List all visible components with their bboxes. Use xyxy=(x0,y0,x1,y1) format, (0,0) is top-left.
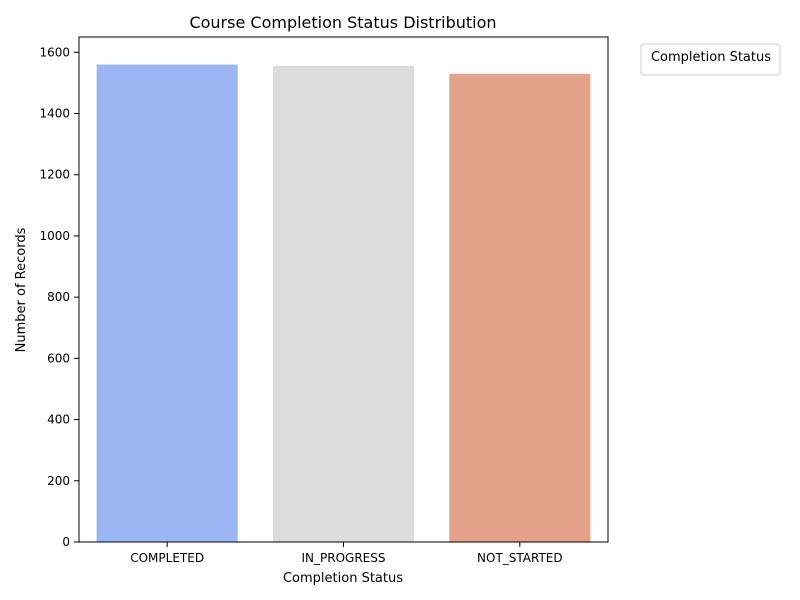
y-axis-label: Number of Records xyxy=(14,227,29,352)
y-tick-label: 400 xyxy=(47,413,70,427)
bar-not-started xyxy=(449,73,591,542)
x-axis-ticks: COMPLETED IN_PROGRESS NOT_STARTED xyxy=(130,542,563,565)
x-tick-label: COMPLETED xyxy=(130,551,204,565)
y-tick-label: 1400 xyxy=(39,107,70,121)
x-axis-label: Completion Status xyxy=(283,571,403,586)
y-tick-label: 600 xyxy=(47,351,70,365)
y-tick-label: 1000 xyxy=(39,229,70,243)
x-tick-label: NOT_STARTED xyxy=(477,551,563,565)
y-tick-label: 1200 xyxy=(39,168,70,182)
legend-title: Completion Status xyxy=(651,50,771,65)
legend: Completion Status xyxy=(640,43,781,76)
chart-title: Course Completion Status Distribution xyxy=(189,13,496,32)
y-tick-label: 0 xyxy=(62,535,70,549)
x-tick-label: IN_PROGRESS xyxy=(302,551,386,565)
y-tick-label: 1600 xyxy=(39,45,70,59)
bar-completed xyxy=(96,64,238,543)
y-tick-label: 200 xyxy=(47,474,70,488)
legend-box xyxy=(640,43,781,76)
bars-group xyxy=(96,64,591,543)
y-axis-ticks: 0 200 400 600 800 1000 1200 1400 1600 xyxy=(39,45,79,549)
y-tick-label: 800 xyxy=(47,290,70,304)
plot-frame xyxy=(78,36,609,543)
bar-in-progress xyxy=(272,65,415,543)
